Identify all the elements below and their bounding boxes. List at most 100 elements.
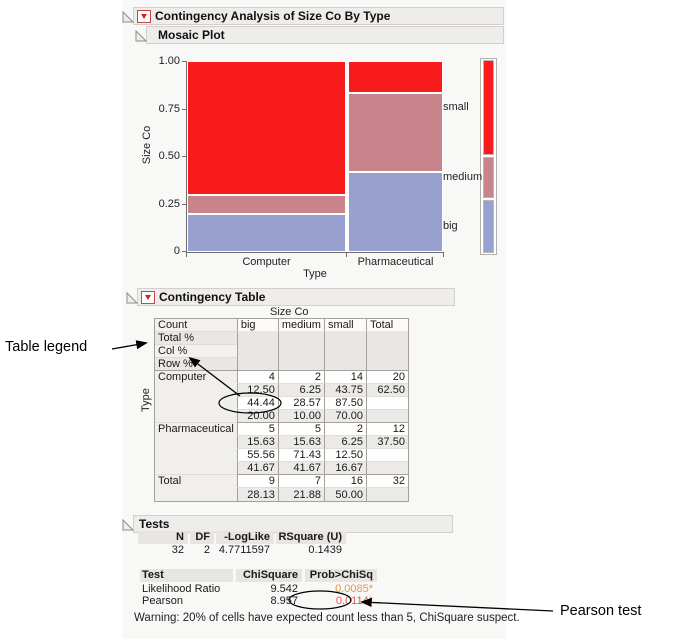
cell: 32: [365, 475, 408, 488]
legend-swatch-small[interactable]: [483, 60, 494, 155]
cell: [365, 462, 408, 475]
cell: 43.75: [323, 384, 366, 397]
cell: 71.43: [277, 449, 324, 462]
table-legend-cell: Col %: [155, 345, 237, 358]
cell: 5: [277, 423, 324, 436]
tests-header-prob: Prob>ChiSq: [305, 569, 377, 582]
x-axis-title: Type: [303, 268, 327, 280]
cell: 6.25: [277, 384, 324, 397]
y-tick-label: 0.75: [158, 103, 180, 115]
cell: 20.00: [236, 410, 278, 423]
legend-swatch-medium[interactable]: [483, 156, 494, 198]
cell: [365, 488, 408, 501]
disclosure-triangle-mosaic[interactable]: [135, 29, 148, 42]
cell: 37.50: [365, 436, 408, 449]
cell: 55.56: [236, 449, 278, 462]
cell: 12: [365, 423, 408, 436]
x-category-label: Computer: [242, 256, 291, 268]
row-label: Computer: [155, 371, 237, 423]
header-fill: [365, 332, 408, 371]
cell: 41.67: [236, 462, 278, 475]
cell: 15.63: [236, 436, 278, 449]
x-category-label: Pharmaceutical: [357, 256, 434, 268]
cell: 2: [277, 371, 324, 384]
y-axis-line: [186, 61, 187, 252]
main-title-bar: Contingency Analysis of Size Co By Type: [133, 7, 504, 25]
cell: 21.88: [277, 488, 324, 501]
disclosure-triangle-main[interactable]: [122, 10, 135, 23]
summary-header-rsquare: RSquare (U): [276, 531, 346, 544]
cell-col-percent-big-computer: 44.44: [236, 397, 278, 410]
summary-value-loglike: 4.7711597: [218, 544, 270, 556]
header-fill: [236, 332, 278, 371]
column-group-label: Size Co: [270, 306, 309, 318]
cell: 10.00: [277, 410, 324, 423]
table-legend-annotation: Table legend: [5, 339, 88, 355]
mosaic-cell-pharmaceutical-small[interactable]: [348, 61, 443, 93]
mosaic-section-bar: Mosaic Plot: [146, 26, 504, 44]
disclosure-triangle-tests[interactable]: [122, 518, 135, 531]
test-name: Pearson: [142, 595, 183, 607]
cell: 70.00: [323, 410, 366, 423]
x-tick-mark: [443, 252, 444, 257]
y-tick-mark: [182, 156, 187, 157]
mosaic-cell-pharmaceutical-medium[interactable]: [348, 92, 443, 173]
legend-swatch-big[interactable]: [483, 199, 494, 253]
cell: [365, 449, 408, 462]
x-axis-line: [186, 252, 444, 253]
cell: 9: [236, 475, 278, 488]
y-tick-mark: [182, 204, 187, 205]
cell: 87.50: [323, 397, 366, 410]
y-axis-title: Size Co: [141, 125, 153, 165]
tests-header-chisquare: ChiSquare: [236, 569, 302, 582]
row-label: Pharmaceutical: [155, 423, 237, 475]
mosaic-plot: [187, 61, 443, 252]
tests-section-title: Tests: [139, 517, 170, 531]
mosaic-cell-computer-big[interactable]: [187, 213, 346, 252]
x-tick-mark: [346, 252, 347, 257]
red-triangle-menu-icon[interactable]: [141, 290, 155, 304]
cell: 28.13: [236, 488, 278, 501]
cell: 5: [236, 423, 278, 436]
cell: [365, 397, 408, 410]
cell: 12.50: [323, 449, 366, 462]
row-label: Total: [155, 475, 237, 501]
x-tick-mark: [186, 252, 187, 257]
contingency-table-bar: Contingency Table: [137, 288, 455, 306]
column-header: medium: [277, 319, 324, 332]
legend-label-medium: medium: [443, 171, 483, 184]
column-header: big: [236, 319, 278, 332]
disclosure-triangle-table[interactable]: [126, 291, 139, 304]
cell: 62.50: [365, 384, 408, 397]
cell: 28.57: [277, 397, 324, 410]
y-tick-label: 0: [173, 245, 180, 257]
contingency-table-title: Contingency Table: [159, 290, 266, 304]
mosaic-section-title: Mosaic Plot: [158, 28, 225, 42]
tests-header-test: Test: [140, 569, 233, 582]
legend-label-big: big: [443, 220, 458, 233]
chisquare-value: 8.957: [270, 595, 298, 607]
column-header: small: [323, 319, 366, 332]
mosaic-cell-computer-small[interactable]: [187, 61, 346, 195]
table-legend-cell: Count: [155, 319, 237, 332]
y-tick-label: 1.00: [158, 55, 180, 67]
table-legend-cell: Total %: [155, 332, 237, 345]
y-tick-mark: [182, 251, 187, 252]
summary-header-n: N: [138, 531, 188, 544]
summary-value-rsquare: 0.1439: [308, 544, 342, 556]
y-tick-mark: [182, 109, 187, 110]
cell: 2: [323, 423, 366, 436]
mosaic-cell-pharmaceutical-big[interactable]: [348, 172, 443, 252]
cell: [365, 410, 408, 423]
mosaic-cell-computer-medium[interactable]: [187, 194, 346, 214]
row-group-label: Type: [140, 388, 152, 412]
red-triangle-menu-icon[interactable]: [137, 9, 151, 23]
header-fill: [323, 332, 366, 371]
summary-header-loglike: -LogLike: [216, 531, 274, 544]
y-tick-label: 0.25: [158, 198, 180, 210]
cell: 7: [277, 475, 324, 488]
column-header: Total: [365, 319, 408, 332]
pearson-test-annotation: Pearson test: [560, 603, 642, 619]
cell: 50.00: [323, 488, 366, 501]
